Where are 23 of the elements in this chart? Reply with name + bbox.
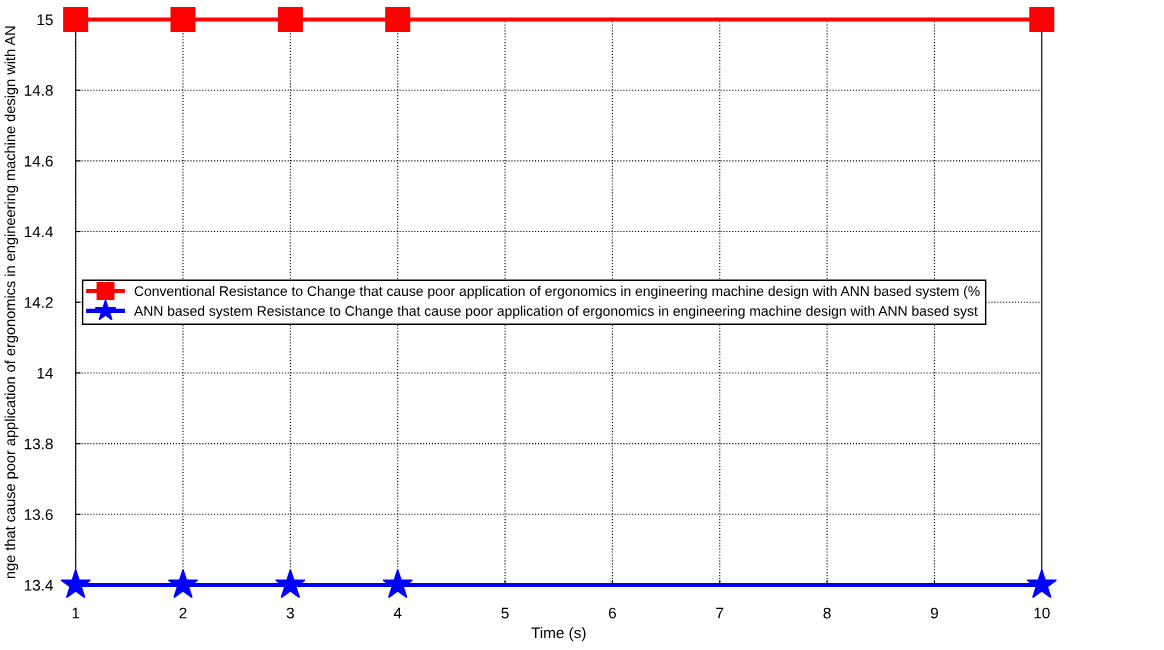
x-axis-title: Time (s) — [531, 627, 586, 642]
x-tick-label: 7 — [716, 607, 724, 619]
y-tick-label: 14 — [37, 367, 53, 379]
x-tick-label: 5 — [501, 607, 509, 619]
x-tick-label: 9 — [930, 607, 938, 619]
x-tick-label: 3 — [286, 607, 294, 619]
x-tick-label: 6 — [608, 607, 616, 619]
y-tick-label: 15 — [37, 14, 53, 26]
x-tick-label: 10 — [1034, 607, 1050, 619]
y-tick-label: 13.8 — [24, 438, 53, 450]
legend-label: ANN based system Resistance to Change that cause poor application of ergonomics in engineering machine design with ANN based syst — [134, 305, 978, 319]
x-tick-label: 8 — [823, 607, 831, 619]
y-tick-label: 14.8 — [24, 85, 53, 96]
x-tick-label: 4 — [393, 607, 402, 619]
y-tick-label: 13.6 — [24, 509, 53, 520]
y-axis-title: nge that cause poor application of ergonomics in engineering machine design with AN — [4, 26, 19, 579]
y-tick-label: 14.6 — [24, 155, 53, 167]
y-tick-label: 13.4 — [24, 579, 53, 591]
y-tick-label: 14.4 — [24, 226, 53, 238]
y-tick-label: 14.2 — [24, 297, 53, 308]
x-tick-label: 1 — [72, 607, 80, 619]
legend-label: Conventional Resistance to Change that cause poor application of ergonomics in engineering machine design with ANN based system (% — [134, 285, 980, 299]
x-tick-label: 2 — [179, 607, 187, 619]
